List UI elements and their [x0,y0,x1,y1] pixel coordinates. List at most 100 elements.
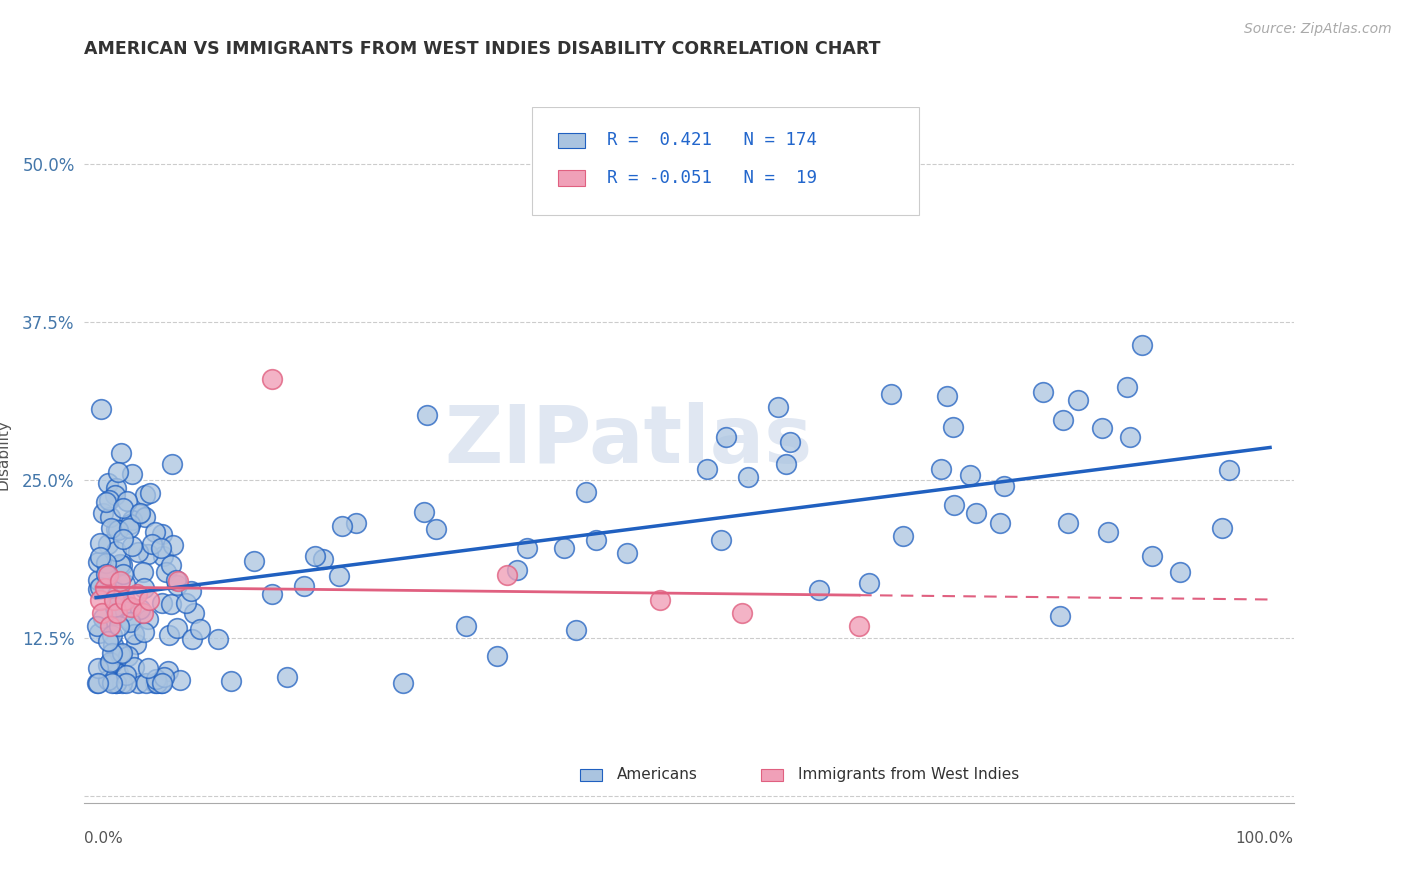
Text: ZIPatlas: ZIPatlas [444,402,813,480]
Point [87,675,110,690]
Point [167,574,190,589]
Point [696,462,718,476]
Point [344,516,367,530]
Point [101,675,124,690]
Point [574,485,596,500]
Point [118,517,141,532]
Point [1091,421,1114,435]
Point [94,566,117,581]
Point [136,547,159,561]
Point [114,577,136,591]
Text: 0.0%: 0.0% [84,831,124,846]
Point [169,673,191,687]
Point [135,675,157,690]
Point [737,470,759,484]
Point [129,602,152,616]
Point [89,580,111,594]
Point [143,525,166,540]
Point [89,593,111,607]
Point [516,541,538,556]
Point [1057,516,1080,531]
Point [115,667,138,681]
Point [111,675,134,690]
Point [104,487,127,501]
Point [159,597,181,611]
Point [648,593,671,607]
Point [152,670,174,684]
Point [101,646,124,660]
Point [1168,565,1191,579]
Point [120,615,142,629]
Point [1119,430,1142,444]
Point [959,467,981,482]
Point [129,506,152,520]
Point [936,389,959,403]
Point [276,670,298,684]
Point [101,580,124,594]
Point [1049,609,1071,624]
Point [104,522,127,536]
Point [114,604,136,618]
Point [108,574,131,589]
Point [143,675,166,690]
Point [162,538,184,552]
Point [304,549,326,564]
Point [138,593,160,607]
Point [775,457,797,471]
Point [616,546,638,560]
Point [112,567,135,582]
Point [710,533,733,547]
Point [392,675,415,690]
Point [86,661,108,675]
Point [127,545,149,559]
Point [416,408,439,422]
Point [101,657,124,671]
Point [100,521,122,535]
Point [150,675,173,690]
Point [506,563,529,577]
Text: R =  0.421   N = 174: R = 0.421 N = 174 [607,131,817,150]
Point [111,558,134,573]
Point [128,507,150,521]
Point [89,549,111,564]
Point [1116,380,1139,394]
Point [585,533,607,548]
Point [132,582,155,596]
Point [110,647,132,661]
Point [180,583,202,598]
Point [413,505,436,519]
Point [112,532,135,546]
Point [105,588,128,602]
Point [138,486,160,500]
Point [553,541,575,556]
Point [848,618,870,632]
Point [103,638,125,652]
Point [714,430,737,444]
Point [98,569,121,583]
Point [125,637,148,651]
Point [97,673,120,687]
Point [97,658,120,673]
Point [108,577,131,591]
Point [1218,463,1240,477]
Point [122,627,145,641]
Point [150,527,173,541]
Point [1097,524,1119,539]
Point [330,519,353,533]
Point [1067,393,1090,408]
Point [219,674,242,689]
Point [90,402,112,417]
Text: Immigrants from West Indies: Immigrants from West Indies [797,767,1019,782]
Point [312,552,335,566]
Point [207,632,229,647]
Point [808,583,831,598]
Y-axis label: Disability: Disability [0,419,11,491]
Point [155,566,177,580]
Point [943,498,966,512]
Point [97,537,120,551]
Point [121,467,143,482]
Point [103,593,125,607]
Point [118,521,141,535]
FancyBboxPatch shape [558,170,585,186]
Point [166,578,188,592]
